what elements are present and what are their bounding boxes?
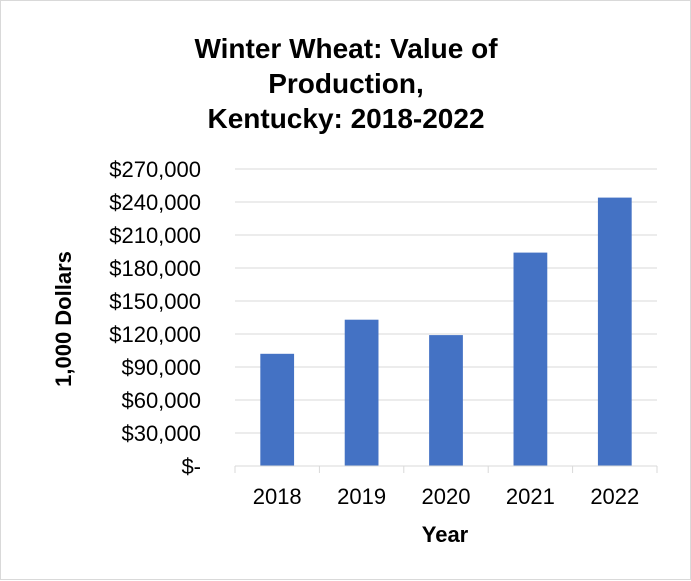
y-tick-label: $30,000 (121, 421, 201, 446)
bar (429, 335, 463, 466)
y-tick-label: $270,000 (109, 157, 201, 182)
y-tick-label: $150,000 (109, 289, 201, 314)
bar (344, 319, 379, 466)
chart-title-line-3: Kentucky: 2018-2022 (207, 103, 484, 134)
y-tick-label: $120,000 (109, 322, 201, 347)
x-tick-label: 2022 (590, 484, 639, 509)
y-tick-label: $240,000 (109, 190, 201, 215)
y-tick-label: $60,000 (121, 388, 201, 413)
gridlines (235, 168, 657, 434)
bar (513, 252, 548, 466)
bars (260, 197, 632, 466)
x-tick-labels: 2018 2019 2020 2021 2022 (253, 484, 640, 509)
chart-title-line-2: Production, (268, 68, 424, 99)
y-tick-label: $90,000 (121, 355, 201, 380)
chart-title-line-1: Winter Wheat: Value of (194, 33, 498, 64)
chart-title: Winter Wheat: Value of Production, Kentu… (194, 33, 498, 134)
x-tick-label: 2020 (422, 484, 471, 509)
x-tick-label: 2018 (253, 484, 302, 509)
y-tick-label: $180,000 (109, 256, 201, 281)
x-axis-title: Year (422, 522, 469, 547)
bar (597, 197, 632, 466)
x-tick-label: 2021 (506, 484, 555, 509)
bar (260, 353, 295, 466)
x-tick-label: 2019 (337, 484, 386, 509)
x-axis (234, 465, 658, 473)
y-tick-labels: $- $30,000 $60,000 $90,000 $120,000 $150,000 $… (109, 157, 201, 479)
y-tick-label: $- (181, 454, 201, 479)
y-axis-title: 1,000 Dollars (51, 251, 76, 387)
y-tick-label: $210,000 (109, 223, 201, 248)
